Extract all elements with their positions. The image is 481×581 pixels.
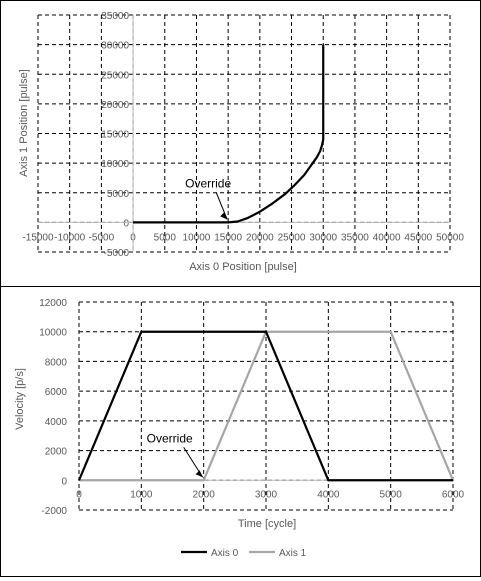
y-tick-label: -2000	[41, 506, 67, 517]
x-tick-label: 25000	[278, 232, 306, 243]
x-tick-label: 5000	[380, 489, 403, 500]
x-tick-label: 6000	[442, 489, 465, 500]
x-tick-label: 2000	[193, 489, 216, 500]
override-arrowhead	[220, 212, 228, 220]
x-tick-label: 20000	[246, 232, 274, 243]
y-tick-label: 4000	[45, 417, 68, 428]
legend-label: Axis 1	[279, 548, 307, 559]
y-tick-label: 35000	[101, 11, 129, 22]
x-tick-label: -5000	[89, 232, 115, 243]
position-chart: Axis 1 Position [pulse] Axis 0 Position …	[18, 11, 464, 273]
velocity-chart: Velocity [p/s] Time [cycle] 0 1000 2000 300…	[14, 298, 465, 559]
x-tick-label: 35000	[341, 232, 369, 243]
y-axis-label: Axis 1 Position [pulse]	[18, 69, 30, 177]
y-axis-label: Velocity [p/s]	[14, 368, 26, 430]
y-tick-label: 12000	[39, 298, 67, 309]
override-annotation-label: Override	[185, 176, 231, 190]
legend-label: Axis 0	[211, 548, 239, 559]
x-tick-label: 1000	[130, 489, 153, 500]
x-tick-label: 40000	[373, 232, 401, 243]
y-tick-label: -5000	[103, 248, 129, 259]
x-tick-label: -10000	[54, 232, 86, 243]
x-tick-label: 30000	[309, 232, 337, 243]
override-annotation-arrow	[215, 192, 228, 220]
y-tick-label: 2000	[45, 447, 68, 458]
velocity-chart-panel: Velocity [p/s] Time [cycle] 0 1000 2000 300…	[0, 286, 481, 577]
x-axis-label: Time [cycle]	[238, 518, 296, 530]
x-tick-label: 10000	[183, 232, 211, 243]
x-tick-label: 3000	[255, 489, 278, 500]
y-tick-label: 20000	[101, 100, 129, 111]
x-tick-label: 4000	[317, 489, 340, 500]
y-tick-label: 10000	[39, 328, 67, 339]
y-tick-label: 25000	[101, 70, 129, 81]
override-arrowhead	[195, 470, 203, 478]
legend: Axis 0 Axis 1	[181, 548, 307, 559]
y-tick-label: 6000	[45, 387, 68, 398]
y-tick-label: 0	[61, 476, 67, 487]
series-line-axis-0	[77, 330, 453, 482]
y-tick-label: 0	[124, 218, 130, 229]
gridlines	[37, 14, 451, 253]
x-tick-label: 5000	[154, 232, 177, 243]
x-tick-label: 50000	[436, 232, 464, 243]
y-tick-label: 8000	[45, 357, 68, 368]
position-chart-panel: Axis 1 Position [pulse] Axis 0 Position …	[0, 0, 481, 287]
override-annotation-label: Override	[147, 431, 193, 445]
x-tick-label: 45000	[404, 232, 432, 243]
x-axis-label: Axis 0 Position [pulse]	[189, 261, 297, 273]
y-tick-label: 15000	[101, 130, 129, 141]
y-tick-label: 5000	[107, 189, 130, 200]
y-tick-label: 30000	[101, 41, 129, 52]
x-tick-label: 0	[76, 489, 82, 500]
y-tick-label: 10000	[101, 159, 129, 170]
x-tick-label: 15000	[214, 232, 242, 243]
x-tick-label: -15000	[22, 232, 54, 243]
trajectory-series-line	[133, 44, 325, 224]
